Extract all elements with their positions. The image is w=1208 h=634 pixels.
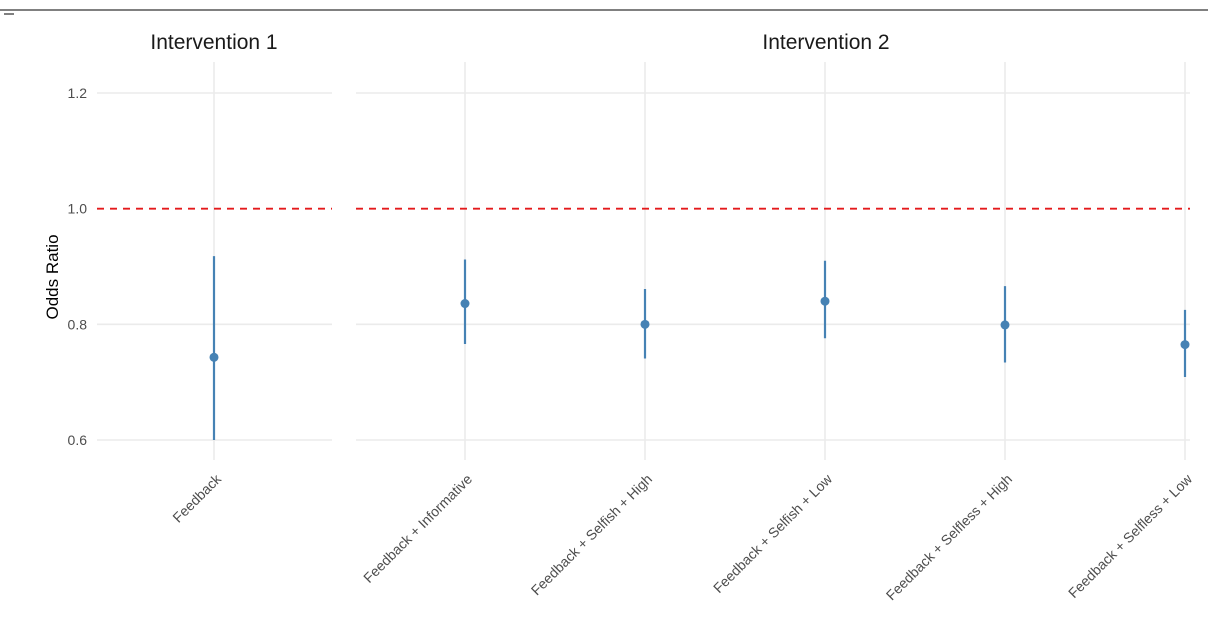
y-tick-label: 1.2 <box>68 85 88 101</box>
panel-title: Intervention 2 <box>762 31 889 54</box>
marks-layer <box>209 256 1190 440</box>
grid-layer <box>97 62 1190 460</box>
estimate-point <box>640 319 650 329</box>
y-tick-label: 0.6 <box>68 432 88 448</box>
x-tick-label: Feedback + Selfless + High <box>883 471 1015 603</box>
estimate-point <box>1180 340 1190 350</box>
x-tick-label: Feedback + Selfish + High <box>528 471 655 598</box>
y-tick-label: 0.8 <box>68 316 88 332</box>
y-axis-label: Odds Ratio <box>43 234 62 319</box>
x-tick-label: Feedback <box>169 470 224 525</box>
panel-title: Intervention 1 <box>150 31 277 54</box>
estimate-point <box>460 299 470 309</box>
y-tick-label: 1.0 <box>68 201 88 217</box>
text-layer: 0.6 0.8 1.0 1.2 Odds Ratio Intervention 1 Feed… <box>43 31 1196 603</box>
estimate-point <box>820 296 830 306</box>
x-tick-label: Feedback + Selfish + Low <box>710 470 836 596</box>
estimate-point <box>1000 320 1010 330</box>
estimate-point <box>209 352 219 362</box>
x-tick-label: Feedback + Informative <box>360 471 475 586</box>
x-tick-label: Feedback + Selfless + Low <box>1065 470 1196 601</box>
